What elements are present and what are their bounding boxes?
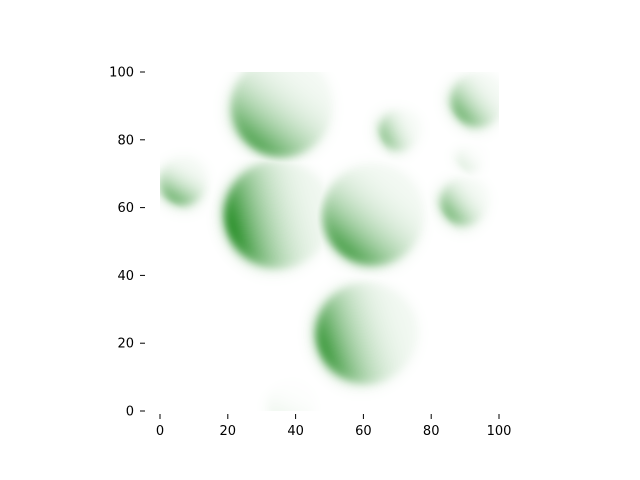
y-tick-label: 100	[109, 66, 134, 81]
plot-area	[160, 72, 499, 411]
x-tick-label: 40	[287, 424, 304, 439]
y-tick-label: 80	[117, 133, 134, 148]
x-tick-label: 60	[355, 424, 372, 439]
y-tick-label: 60	[117, 201, 134, 216]
x-tick-label: 80	[423, 424, 440, 439]
x-axis: 0 20 40 60 80 100	[156, 414, 512, 439]
y-tick-label: 0	[126, 405, 134, 420]
x-tick-label: 20	[220, 424, 237, 439]
x-tick-label: 100	[487, 424, 512, 439]
y-axis: 0 20 40 60 80 100	[109, 66, 145, 420]
y-tick-label: 20	[117, 337, 134, 352]
y-tick-label: 40	[117, 269, 134, 284]
x-tick-label: 0	[156, 424, 164, 439]
heatmap-image	[160, 72, 499, 411]
